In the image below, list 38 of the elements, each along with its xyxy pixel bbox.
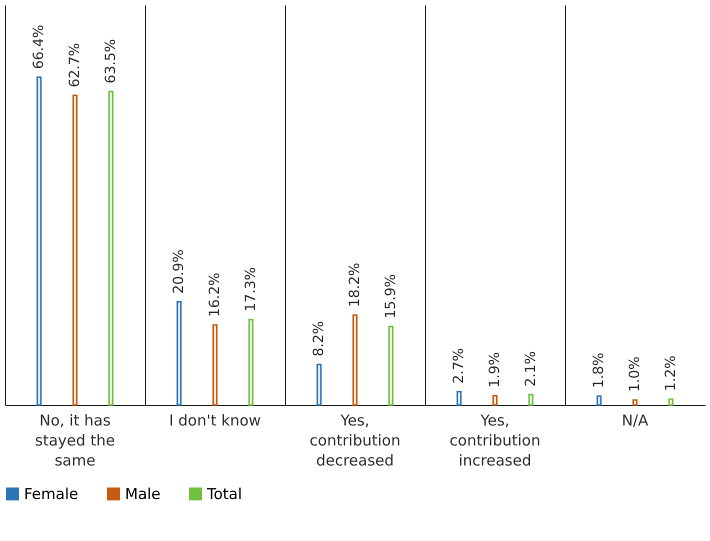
x-tick-label: N/A (622, 412, 649, 430)
x-tick-label: No, it has stayed the same (35, 412, 115, 470)
bar (108, 90, 114, 406)
data-label: 17.3% (242, 267, 259, 312)
bar (456, 390, 462, 406)
data-label: 20.9% (171, 249, 188, 294)
data-label: 63.5% (102, 38, 119, 84)
bar (388, 326, 394, 406)
bar (632, 399, 638, 406)
data-label: 1.2% (662, 355, 679, 392)
data-label: 62.7% (67, 42, 83, 88)
legend-label: Total (206, 484, 242, 503)
legend-label: Male (125, 484, 161, 503)
x-tick-label: Yes, contribution increased (450, 412, 540, 470)
bar (668, 398, 674, 406)
bar (528, 394, 534, 406)
bar (316, 364, 322, 406)
bar (36, 76, 42, 406)
bar (596, 395, 602, 406)
legend-label: Female (24, 484, 78, 503)
data-label: 66.4% (31, 24, 48, 70)
data-label: 16.2% (207, 272, 223, 318)
data-label: 1.8% (591, 352, 608, 388)
data-label: 1.0% (627, 356, 643, 392)
data-label: 18.2% (347, 262, 363, 308)
data-label: 8.2% (311, 320, 328, 357)
x-tick-label: Yes, contribution decreased (310, 412, 400, 470)
bar (352, 314, 358, 406)
bar (72, 94, 78, 406)
data-label: 15.9% (382, 274, 399, 318)
bar (492, 394, 498, 406)
data-label: 2.1% (522, 351, 539, 387)
bar (248, 318, 254, 406)
bar (176, 301, 182, 406)
data-label: 2.7% (451, 348, 468, 384)
bar (212, 324, 218, 406)
data-label: 1.9% (487, 352, 503, 388)
x-tick-label: I don't know (169, 412, 261, 430)
